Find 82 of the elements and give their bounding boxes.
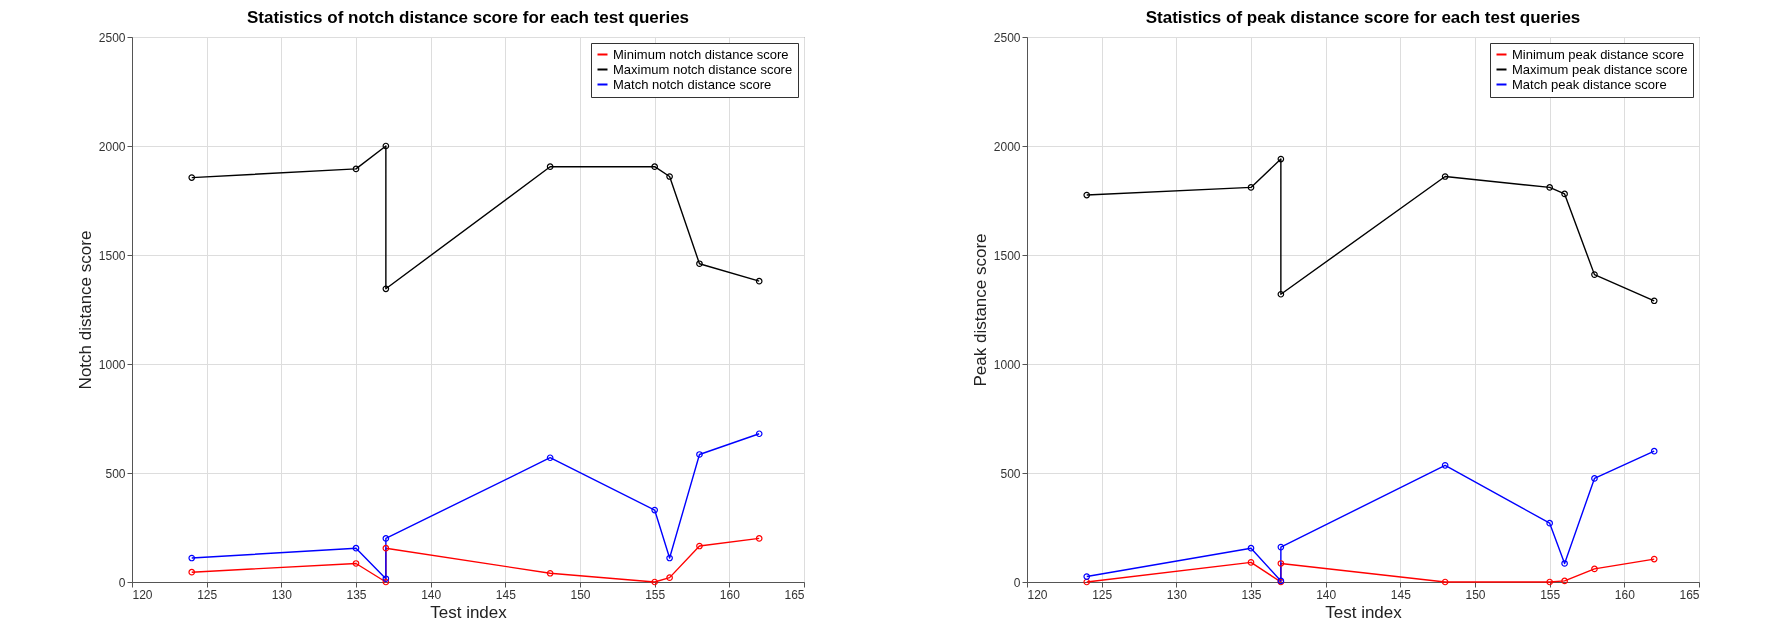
y-tick-label: 1500 — [98, 248, 126, 263]
point — [546, 454, 554, 462]
point — [696, 451, 703, 458]
x-axis-title: Test index — [430, 602, 508, 622]
x-tick-label: 165 — [1679, 587, 1700, 602]
x-tick-label: 120 — [132, 587, 153, 602]
point — [382, 285, 390, 293]
point — [1441, 173, 1449, 180]
legend-label: Minimum peak distance score — [1512, 46, 1684, 62]
point — [1591, 565, 1598, 573]
legend-label: Maximum peak distance score — [1512, 61, 1688, 77]
x-axis-title: Test index — [1325, 602, 1403, 622]
x-tick-label: 120 — [1027, 587, 1048, 602]
point — [1591, 475, 1598, 482]
y-tick-label: 500 — [105, 466, 126, 481]
point — [666, 554, 673, 562]
y-tick-label: 500 — [1000, 466, 1021, 481]
x-tick-label: 145 — [1390, 587, 1412, 602]
point — [666, 173, 673, 180]
point — [1546, 519, 1554, 527]
point — [546, 569, 554, 577]
y-tick-label: 2000 — [993, 139, 1021, 154]
x-tick-label: 125 — [1092, 587, 1113, 602]
point — [1247, 559, 1255, 566]
x-tick-label: 160 — [719, 587, 741, 602]
point — [1277, 543, 1285, 551]
point — [1561, 560, 1568, 567]
legend-label: Minimum notch distance score — [613, 46, 789, 62]
point — [666, 574, 673, 581]
x-tick-label: 135 — [346, 587, 367, 602]
point — [1561, 577, 1568, 585]
point — [1277, 155, 1285, 163]
y-tick-label: 1500 — [993, 248, 1021, 263]
point — [1546, 578, 1554, 586]
x-tick-label: 165 — [784, 587, 805, 602]
y-tick-label: 1000 — [993, 357, 1021, 372]
chart-title: Statistics of peak distance score for each test queries — [1145, 8, 1581, 27]
point — [651, 578, 659, 586]
y-axis-title: Notch distance score — [75, 230, 95, 390]
y-tick-label: 2000 — [98, 139, 126, 154]
point — [1441, 462, 1449, 469]
legend-label: Match peak distance score — [1512, 76, 1667, 92]
point — [352, 165, 360, 173]
x-tick-label: 140 — [1316, 587, 1337, 602]
point — [1277, 560, 1285, 567]
legend-label: Match notch distance score — [613, 76, 772, 92]
y-tick-label: 2500 — [98, 30, 126, 45]
chart-title: Statistics of notch distance score for each test queries — [246, 8, 690, 27]
point — [546, 163, 554, 171]
x-tick-label: 150 — [570, 587, 591, 602]
y-axis-title: Peak distance score — [970, 233, 990, 387]
point — [382, 544, 390, 552]
legend-label: Maximum notch distance score — [613, 61, 793, 77]
point — [1561, 190, 1568, 198]
point — [1441, 578, 1449, 586]
point — [352, 560, 360, 567]
point — [1591, 271, 1598, 278]
x-tick-label: 130 — [1166, 587, 1188, 602]
point — [651, 163, 659, 171]
point — [696, 542, 703, 550]
point — [382, 535, 390, 542]
y-tick-label: 0 — [118, 575, 126, 590]
y-tick-label: 0 — [1013, 575, 1021, 590]
point — [651, 506, 659, 514]
y-tick-label: 1000 — [98, 357, 126, 372]
y-tick-label: 2500 — [993, 30, 1021, 45]
x-tick-label: 130 — [271, 587, 293, 602]
x-tick-label: 150 — [1465, 587, 1486, 602]
x-tick-label: 155 — [645, 587, 666, 602]
x-tick-label: 125 — [197, 587, 218, 602]
x-tick-label: 145 — [495, 587, 517, 602]
x-tick-label: 160 — [1614, 587, 1636, 602]
point — [1546, 184, 1554, 191]
point — [1277, 290, 1285, 298]
x-tick-label: 135 — [1241, 587, 1262, 602]
point — [696, 260, 703, 268]
point — [1247, 184, 1255, 191]
x-tick-label: 155 — [1540, 587, 1561, 602]
point — [352, 544, 360, 552]
point — [1247, 544, 1255, 552]
x-tick-label: 140 — [421, 587, 442, 602]
point — [382, 142, 390, 150]
